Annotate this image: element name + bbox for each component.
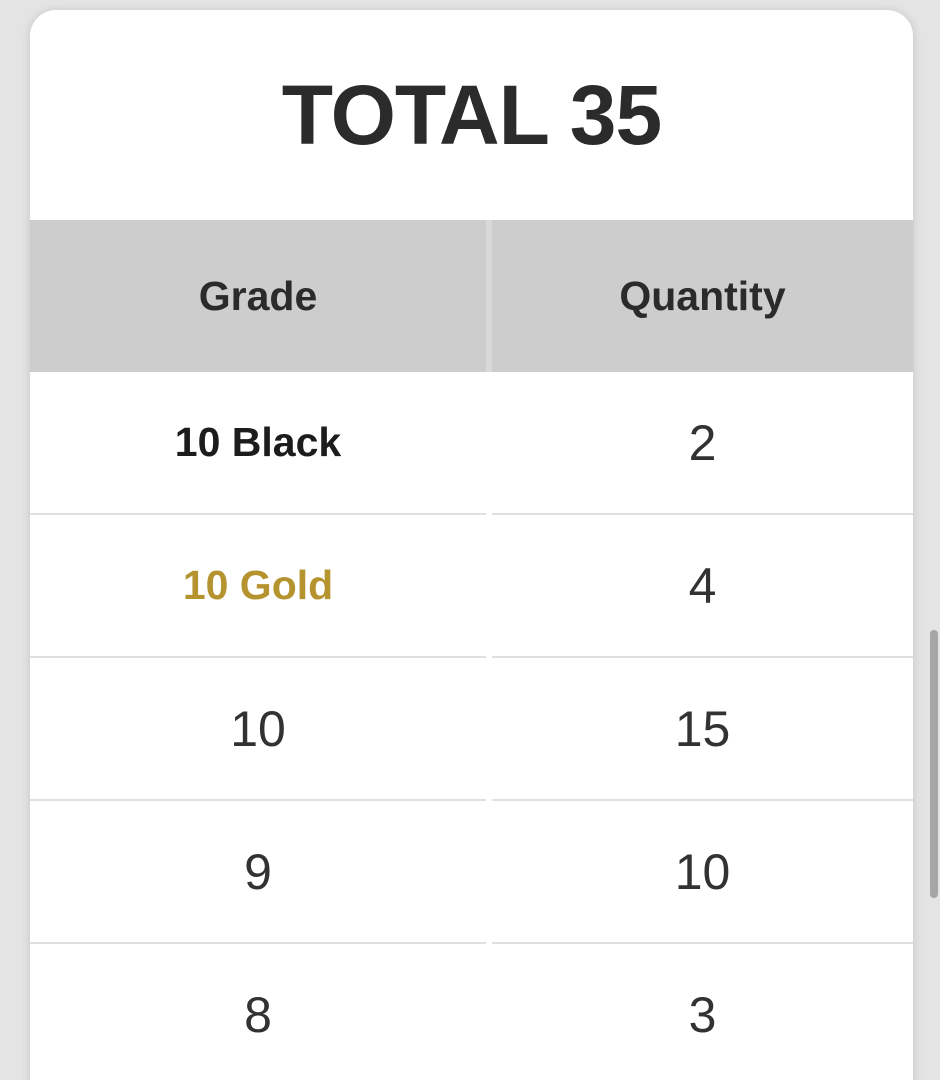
column-header-quantity: Quantity: [492, 220, 913, 372]
total-title: TOTAL 35: [281, 67, 662, 162]
quantity-cell-10: 15: [492, 658, 913, 801]
grade-cell-8: 8: [30, 944, 486, 1080]
table-row: 9 10: [30, 801, 913, 944]
grade-cell-9: 9: [30, 801, 486, 944]
table-row: 10 15: [30, 658, 913, 801]
table-row: 8 3: [30, 944, 913, 1080]
grade-cell-10: 10: [30, 658, 486, 801]
grade-table: Grade Quantity 10 Black 2 10 Gold 4 10 1…: [30, 220, 913, 1080]
grade-cell-10-black: 10 Black: [30, 372, 486, 515]
summary-card: TOTAL 35 Grade Quantity 10 Black 2 10 Go…: [30, 10, 913, 1080]
column-header-grade: Grade: [30, 220, 486, 372]
quantity-cell-10-gold: 4: [492, 515, 913, 658]
quantity-cell-10-black: 2: [492, 372, 913, 515]
table-row: 10 Black 2: [30, 372, 913, 515]
quantity-cell-8: 3: [492, 944, 913, 1080]
table-header-row: Grade Quantity: [30, 220, 913, 372]
grade-cell-10-gold: 10 Gold: [30, 515, 486, 658]
scrollbar-thumb[interactable]: [930, 630, 938, 898]
quantity-cell-9: 10: [492, 801, 913, 944]
table-row: 10 Gold 4: [30, 515, 913, 658]
